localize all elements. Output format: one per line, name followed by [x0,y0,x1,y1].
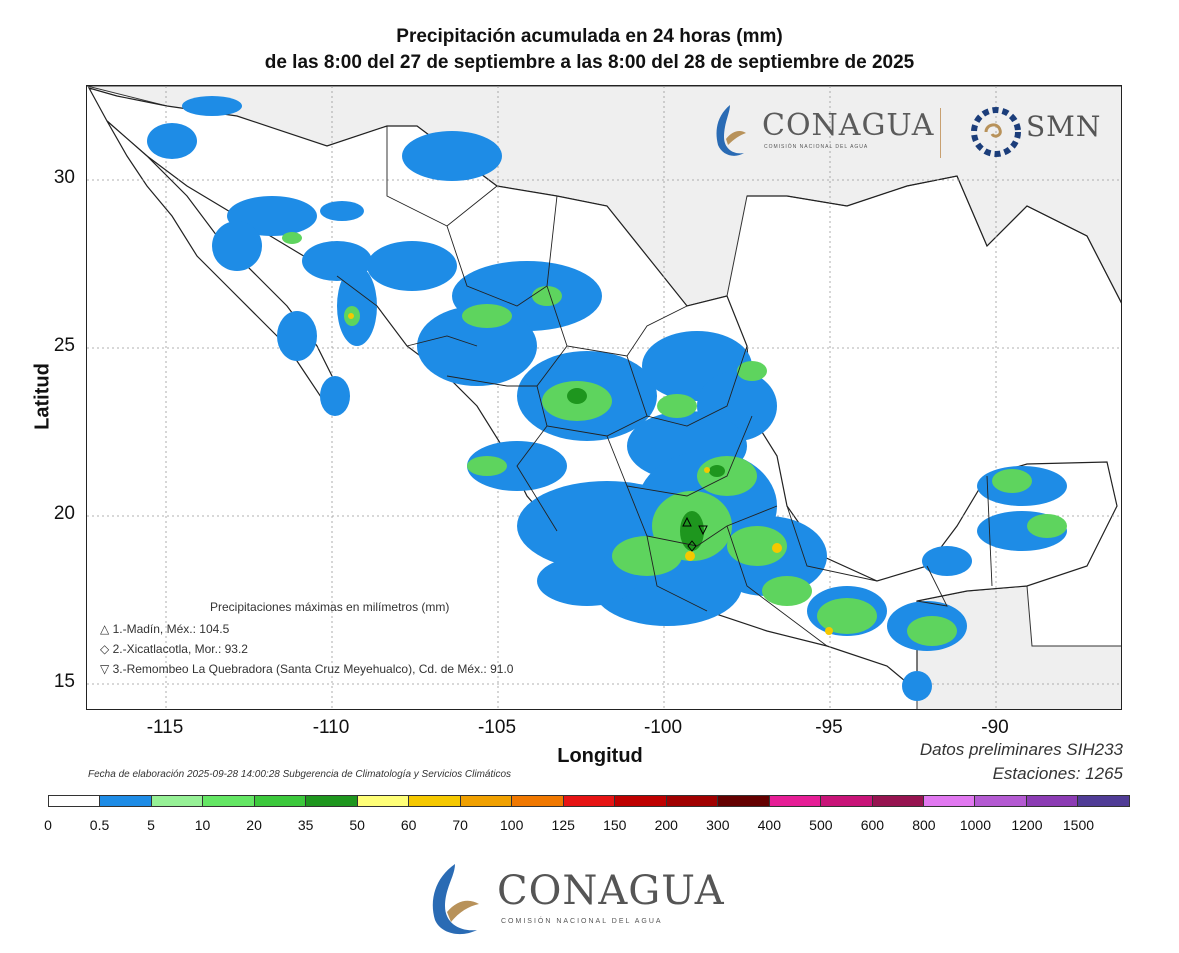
colorbar-segment [872,796,924,806]
max-item-text: 1.-Madín, Méx.: 104.5 [112,622,230,636]
triangle-down-icon: ▽ [100,662,110,676]
colorbar-segment [100,796,152,806]
x-tick: -95 [815,717,843,738]
colorbar [48,795,1130,807]
colorbar-segment [460,796,513,806]
colorbar-label: 35 [297,817,314,833]
conagua-logo-icon [432,864,479,935]
colorbar-label: 1000 [959,817,991,833]
y-tick: 25 [53,335,75,356]
colorbar-segment [49,796,101,806]
preliminary-data-note: Datos preliminares SIH233 [919,740,1123,759]
max-item-1: △ 1.-Madín, Méx.: 104.5 [100,622,513,636]
logo-divider [940,108,941,158]
x-tick: -90 [981,717,1009,738]
colorbar-label: 200 [654,817,678,833]
y-axis-label: Latitud [31,363,54,430]
x-tick: -115 [146,717,184,738]
colorbar-label: 50 [349,817,365,833]
precip-0.5-5 [147,96,1067,701]
precip-50-70 [348,313,833,635]
colorbar-label: 125 [551,817,575,833]
colorbar-segment [409,796,461,806]
elaboration-date: Fecha de elaboración 2025-09-28 14:00:28… [88,769,512,780]
colorbar-label: 10 [194,817,211,833]
y-tick: 20 [53,503,75,524]
conagua-subtitle: COMISIÓN NACIONAL DEL AGUA [764,144,869,150]
colorbar-segment [1026,796,1079,806]
colorbar-label: 5 [147,817,155,833]
colorbar-label: 500 [809,817,833,833]
colorbar-segment [357,796,410,806]
colorbar-segment [203,796,255,806]
colorbar-segment [306,796,358,806]
colorbar-label: 1200 [1011,817,1043,833]
map-canvas [87,86,1121,709]
header-logos: CONAGUA COMISIÓN NACIONAL DEL AGUA SMN [712,96,1112,166]
colorbar-segment [821,796,873,806]
colorbar-segment [975,796,1027,806]
max-item-2: ◇ 2.-Xicatlacotla, Mor.: 93.2 [100,642,513,656]
max-item-text: 3.-Remombeo La Quebradora (Santa Cruz Me… [112,662,514,676]
map-title: Precipitación acumulada en 24 horas (mm) [396,26,783,47]
x-axis-label: Longitud [557,745,643,767]
colorbar-segment [512,796,564,806]
x-tick: -105 [477,717,517,738]
colorbar-segment [923,796,976,806]
x-tick: -110 [312,717,350,738]
precipitation-map: CONAGUA COMISIÓN NACIONAL DEL AGUA SMN [86,85,1122,710]
colorbar-segment [666,796,719,806]
colorbar-segment [151,796,204,806]
y-tick: 15 [53,671,75,692]
colorbar-label: 20 [246,817,262,833]
colorbar-label: 150 [603,817,627,833]
y-tick: 30 [53,167,75,188]
colorbar-segment [1078,796,1129,806]
colorbar-label: 800 [912,817,936,833]
max-markers [682,516,708,552]
smn-wordmark: SMN [1026,110,1102,143]
colorbar-segment [615,796,667,806]
state-borders [336,126,993,647]
colorbar-segment [563,796,616,806]
colorbar-label: 70 [452,817,468,833]
colorbar-segment [718,796,770,806]
bottom-logo: CONAGUA COMISIÓN NACIONAL DEL AGUA [425,860,765,945]
diamond-icon: ◇ [100,642,110,656]
map-subtitle: de las 8:00 del 27 de septiembre a las 8… [264,52,915,73]
colorbar-label: 0.5 [89,817,110,833]
conagua-wordmark: CONAGUA [762,108,935,143]
smn-logo-icon [971,107,1021,157]
max-precip-legend: Precipitaciones máximas en milímetros (m… [100,600,513,682]
triangle-up-icon: △ [100,622,110,636]
colorbar-label: 100 [500,817,524,833]
colorbar-label: 400 [757,817,782,833]
colorbar-label: 0 [44,817,52,833]
colorbar-label: 600 [860,817,885,833]
conagua-logo-icon [716,105,746,156]
max-item-3: ▽ 3.-Remombeo La Quebradora (Santa Cruz … [100,662,513,676]
conagua-subtitle: COMISIÓN NACIONAL DEL AGUA [501,918,663,925]
precip-10-35 [282,232,1067,646]
colorbar-label: 300 [706,817,730,833]
conagua-wordmark: CONAGUA [497,868,725,914]
colorbar-segment [254,796,307,806]
colorbar-labels: 0 0.5 5 10 20 35 50 60 70 100 125 150 200 300 400 500 60… [44,817,1130,837]
gulf-coast [747,175,1121,304]
max-item-text: 2.-Xicatlacotla, Mor.: 93.2 [112,642,248,656]
guatemala-land [916,585,1121,709]
colorbar-label: 60 [400,817,417,833]
colorbar-label: 1500 [1062,817,1095,833]
x-tick: -100 [643,717,683,738]
colorbar-segment [769,796,822,806]
max-precip-title: Precipitaciones máximas en milímetros (m… [210,600,450,614]
stations-count: Estaciones: 1265 [992,764,1123,783]
